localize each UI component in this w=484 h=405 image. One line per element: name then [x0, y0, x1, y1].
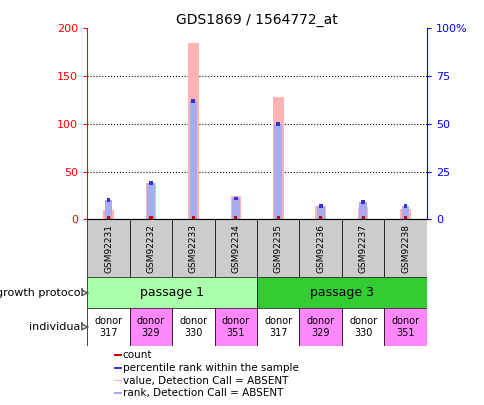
Bar [114, 367, 121, 369]
Bar [299, 220, 341, 277]
Bar [359, 202, 366, 220]
Bar [149, 215, 152, 220]
Bar [172, 308, 214, 346]
Bar [274, 124, 282, 220]
Bar [129, 220, 172, 277]
Bar [114, 392, 121, 394]
Text: donor
317: donor 317 [94, 316, 122, 338]
Title: GDS1869 / 1564772_at: GDS1869 / 1564772_at [176, 13, 337, 27]
Text: donor
317: donor 317 [264, 316, 292, 338]
Text: donor
329: donor 329 [136, 316, 165, 338]
Bar [276, 122, 280, 126]
Bar [234, 215, 237, 220]
Bar [399, 209, 410, 220]
Text: GSM92237: GSM92237 [358, 224, 367, 273]
Bar [87, 220, 129, 277]
Bar [361, 200, 364, 204]
Bar [191, 215, 195, 220]
Bar [114, 379, 121, 382]
Bar [145, 183, 156, 220]
Text: percentile rank within the sample: percentile rank within the sample [122, 363, 298, 373]
Bar [383, 220, 426, 277]
Bar [299, 308, 341, 346]
Text: GSM92234: GSM92234 [231, 224, 240, 273]
Bar [357, 207, 368, 220]
Text: GSM92238: GSM92238 [400, 224, 409, 273]
Bar [318, 204, 322, 208]
Text: growth protocol: growth protocol [0, 288, 84, 298]
Text: GSM92235: GSM92235 [273, 224, 282, 273]
Bar [87, 308, 129, 346]
Bar [191, 99, 195, 103]
Text: passage 3: passage 3 [309, 286, 373, 299]
Text: donor
330: donor 330 [348, 316, 377, 338]
Bar [383, 308, 426, 346]
Bar [233, 196, 237, 200]
Bar [315, 206, 325, 220]
Text: GSM92232: GSM92232 [146, 224, 155, 273]
Bar [403, 215, 407, 220]
Text: GSM92231: GSM92231 [104, 224, 113, 273]
Bar [106, 198, 110, 202]
Bar [87, 277, 257, 308]
Bar [341, 308, 383, 346]
Bar [106, 215, 110, 220]
Bar [272, 97, 283, 220]
Bar [401, 206, 408, 220]
Bar [149, 181, 152, 185]
Bar [361, 215, 364, 220]
Text: count: count [122, 350, 152, 360]
Bar [276, 215, 279, 220]
Bar [316, 206, 324, 220]
Bar [257, 220, 299, 277]
Bar [114, 354, 121, 356]
Text: donor
351: donor 351 [391, 316, 419, 338]
Bar [403, 204, 407, 208]
Bar [129, 308, 172, 346]
Bar [105, 200, 112, 220]
Text: donor
329: donor 329 [306, 316, 334, 338]
Text: GSM92236: GSM92236 [316, 224, 325, 273]
Text: donor
351: donor 351 [221, 316, 249, 338]
Text: individual: individual [30, 322, 84, 332]
Bar [231, 198, 239, 220]
Bar [172, 220, 214, 277]
Bar [147, 183, 154, 220]
Text: GSM92233: GSM92233 [188, 224, 197, 273]
Bar [189, 101, 197, 220]
Text: donor
330: donor 330 [179, 316, 207, 338]
Text: rank, Detection Call = ABSENT: rank, Detection Call = ABSENT [122, 388, 283, 398]
Bar [214, 220, 257, 277]
Bar [318, 215, 322, 220]
Text: value, Detection Call = ABSENT: value, Detection Call = ABSENT [122, 375, 287, 386]
Bar [341, 220, 383, 277]
Bar [188, 43, 198, 220]
Bar [257, 308, 299, 346]
Bar [230, 196, 241, 220]
Text: passage 1: passage 1 [140, 286, 204, 299]
Bar [103, 210, 114, 220]
Bar [214, 308, 257, 346]
Bar [257, 277, 426, 308]
